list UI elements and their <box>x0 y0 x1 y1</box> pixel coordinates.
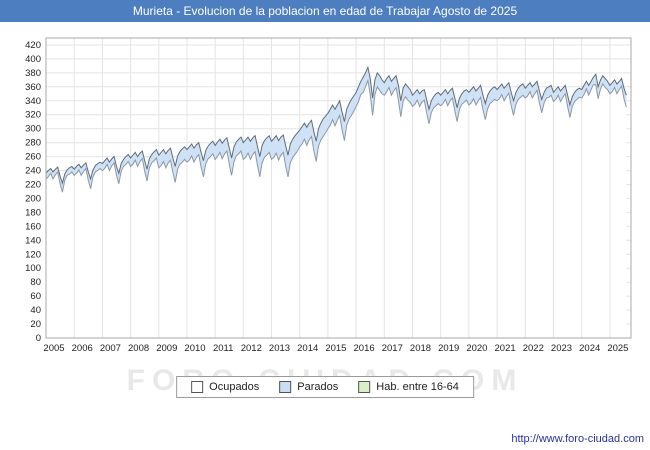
svg-text:2016: 2016 <box>354 343 375 354</box>
legend-label-parados: Parados <box>297 381 339 393</box>
footer-url[interactable]: http://www.foro-ciudad.com <box>511 433 644 445</box>
svg-text:320: 320 <box>25 110 41 121</box>
area-ocupados <box>46 80 627 338</box>
svg-text:2020: 2020 <box>466 343 487 354</box>
line-ocupados <box>45 78 627 193</box>
svg-text:240: 240 <box>25 166 41 177</box>
svg-text:2013: 2013 <box>269 343 290 354</box>
svg-text:2014: 2014 <box>297 343 318 354</box>
legend-item-hab: Hab. entre 16-64 <box>358 381 459 393</box>
svg-text:280: 280 <box>25 138 41 149</box>
hab-swatch <box>358 381 371 393</box>
svg-text:160: 160 <box>25 221 41 232</box>
svg-text:400: 400 <box>25 54 41 65</box>
line-hab-16-64 <box>45 65 627 185</box>
parados-swatch <box>279 381 292 393</box>
svg-text:2022: 2022 <box>523 343 544 354</box>
legend-label-hab: Hab. entre 16-64 <box>376 381 459 393</box>
svg-text:2009: 2009 <box>156 343 177 354</box>
svg-text:2018: 2018 <box>410 343 431 354</box>
svg-text:2017: 2017 <box>382 343 403 354</box>
svg-text:2025: 2025 <box>607 343 628 354</box>
svg-text:2019: 2019 <box>438 343 459 354</box>
svg-text:2023: 2023 <box>551 343 572 354</box>
svg-text:80: 80 <box>30 277 41 288</box>
plot-border <box>45 37 632 339</box>
svg-text:140: 140 <box>25 235 41 246</box>
y-axis-labels: 0 20 40 60 80 100 120 140 160 180 200 220 240 260 280 3… <box>25 40 41 344</box>
svg-text:380: 380 <box>25 68 41 79</box>
legend-item-ocupados: Ocupados <box>191 381 259 393</box>
svg-text:2008: 2008 <box>128 343 149 354</box>
x-axis-labels: 2005 2006 2007 2008 2009 2010 2011 2012 2013 2014… <box>43 343 628 354</box>
svg-text:200: 200 <box>25 194 41 205</box>
svg-text:340: 340 <box>25 96 41 107</box>
svg-text:2024: 2024 <box>579 343 600 354</box>
svg-text:2012: 2012 <box>241 343 262 354</box>
svg-text:120: 120 <box>25 249 41 260</box>
svg-text:2021: 2021 <box>495 343 516 354</box>
svg-text:100: 100 <box>25 263 41 274</box>
svg-text:2015: 2015 <box>325 343 346 354</box>
svg-text:0: 0 <box>36 333 41 344</box>
svg-text:420: 420 <box>25 40 41 51</box>
legend: Ocupados Parados Hab. entre 16-64 <box>176 376 474 398</box>
svg-text:40: 40 <box>30 305 41 316</box>
svg-text:60: 60 <box>30 291 41 302</box>
chart-title: Murieta - Evolucion de la poblacion en e… <box>0 0 650 22</box>
svg-text:360: 360 <box>25 82 41 93</box>
svg-text:2011: 2011 <box>213 343 233 354</box>
legend-item-parados: Parados <box>279 381 338 393</box>
svg-text:300: 300 <box>25 124 41 135</box>
svg-text:2007: 2007 <box>100 343 121 354</box>
grid-vertical <box>73 38 611 338</box>
legend-label-ocupados: Ocupados <box>209 381 260 393</box>
svg-text:2006: 2006 <box>72 343 93 354</box>
ocupados-swatch <box>191 381 204 393</box>
svg-text:180: 180 <box>25 207 41 218</box>
svg-text:260: 260 <box>25 152 41 163</box>
svg-text:20: 20 <box>30 319 41 330</box>
svg-text:2010: 2010 <box>184 343 205 354</box>
svg-text:220: 220 <box>25 180 41 191</box>
svg-text:2005: 2005 <box>43 343 64 354</box>
